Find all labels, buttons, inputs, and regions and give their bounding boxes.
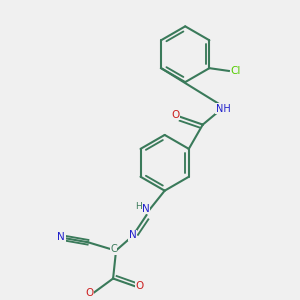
Text: O: O [171,110,180,120]
Text: N: N [142,204,149,214]
Text: N: N [58,232,65,242]
Text: Cl: Cl [230,66,241,76]
Text: H: H [135,202,142,211]
Text: N: N [129,230,137,240]
Text: O: O [136,281,144,291]
Text: C: C [110,244,117,254]
Text: O: O [85,288,93,298]
Text: NH: NH [216,104,230,114]
